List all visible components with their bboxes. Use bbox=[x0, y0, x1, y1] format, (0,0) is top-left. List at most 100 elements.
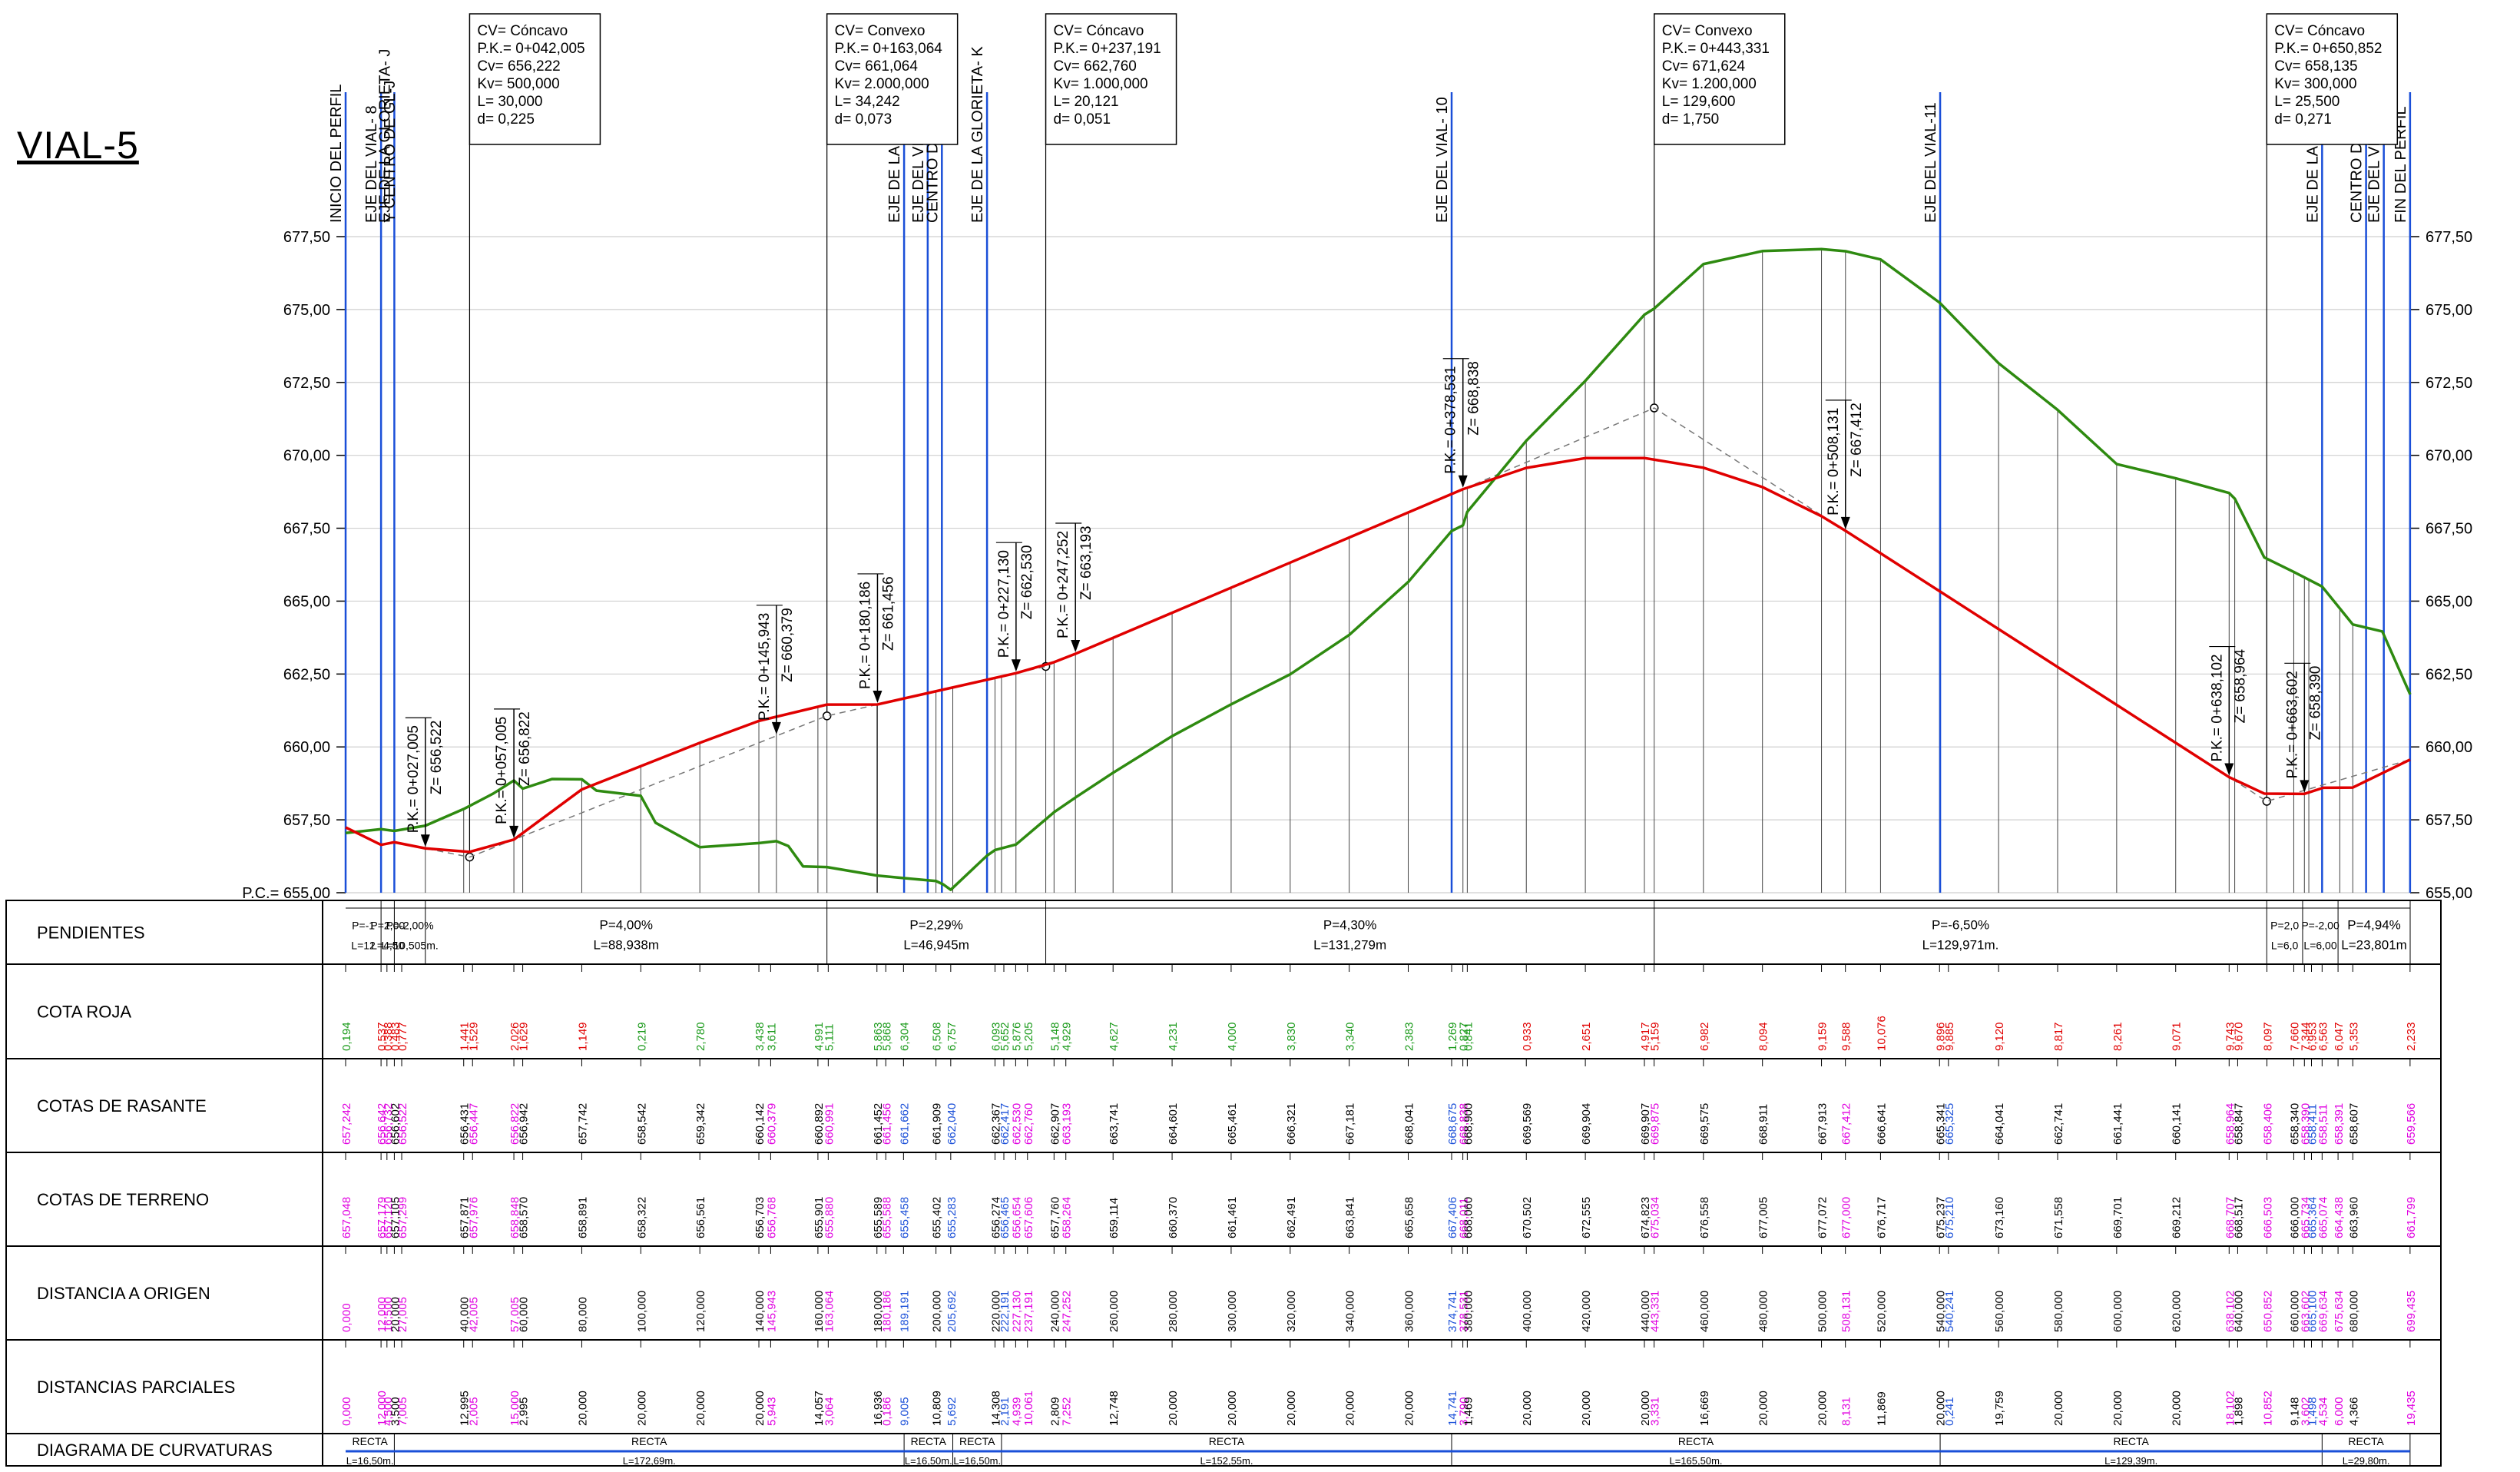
tangent-arrow-head bbox=[420, 834, 430, 847]
curvature-type: RECTA bbox=[631, 1435, 667, 1447]
y-axis-label-left: 657,50 bbox=[283, 812, 330, 829]
cota-roja-value: 5,205 bbox=[1022, 1022, 1035, 1051]
cotas-terreno-value: 656,654 bbox=[1010, 1197, 1023, 1238]
cotas-terreno-value: 677,072 bbox=[1816, 1197, 1830, 1238]
distancias-parciales-value: 4,534 bbox=[2316, 1397, 2330, 1426]
distancias-parciales-value: 14,308 bbox=[989, 1391, 1002, 1426]
cotas-rasante-value: 664,041 bbox=[1993, 1103, 2006, 1145]
cota-roja-value: 8,094 bbox=[1757, 1022, 1770, 1051]
cotas-rasante-value: 662,530 bbox=[1010, 1103, 1023, 1145]
cota-roja-value: 6,047 bbox=[2333, 1022, 2346, 1051]
cotas-terreno-value: 670,502 bbox=[1521, 1197, 1534, 1238]
cota-roja-value: 2,383 bbox=[1403, 1022, 1416, 1051]
distancias-parciales-value: 7,005 bbox=[396, 1397, 409, 1426]
distancia-origen-value: 638,102 bbox=[2224, 1291, 2237, 1332]
cotas-rasante-value: 659,566 bbox=[2405, 1103, 2418, 1145]
distancias-parciales-value: 6,000 bbox=[2333, 1397, 2346, 1426]
slope-value: P=2,00 bbox=[370, 920, 405, 932]
slope-length: L=12 bbox=[351, 940, 376, 952]
cotas-terreno-value: 666,000 bbox=[2288, 1197, 2301, 1238]
vertical-curve-text: CV= Cóncavo bbox=[477, 23, 568, 39]
cotas-rasante-value: 656,822 bbox=[508, 1103, 522, 1145]
y-axis-label-left: 672,50 bbox=[283, 375, 330, 392]
slope-value: P=-1 bbox=[352, 920, 375, 932]
cotas-terreno-value: 669,701 bbox=[2111, 1197, 2124, 1238]
distancias-parciales-value: 1,498 bbox=[2306, 1397, 2320, 1426]
cotas-rasante-value: 659,342 bbox=[694, 1103, 707, 1145]
distancias-parciales-value: 14,057 bbox=[813, 1391, 826, 1426]
cota-roja-value: 9,159 bbox=[1816, 1022, 1830, 1051]
distancia-origen-value: 380,000 bbox=[1462, 1291, 1475, 1332]
cotas-rasante-value: 656,447 bbox=[467, 1103, 480, 1145]
distancias-parciales-value: 4,939 bbox=[1010, 1397, 1023, 1426]
cotas-rasante-value: 658,390 bbox=[2299, 1103, 2312, 1145]
slope-value: P=-2,00% bbox=[386, 920, 434, 932]
distancia-origen-value: 580,000 bbox=[2052, 1291, 2065, 1332]
cota-roja-value: 5,868 bbox=[880, 1022, 893, 1051]
distancia-origen-value: 540,000 bbox=[1934, 1291, 1947, 1332]
cota-roja-value: 5,876 bbox=[1010, 1022, 1023, 1051]
cotas-rasante-value: 656,431 bbox=[459, 1103, 472, 1145]
cotas-rasante-value: 660,991 bbox=[823, 1103, 836, 1145]
cotas-terreno-value: 656,561 bbox=[694, 1197, 707, 1238]
cota-roja-value: 5,159 bbox=[1649, 1022, 1662, 1051]
distancia-origen-value: 12,000 bbox=[376, 1297, 389, 1332]
distancias-parciales-value: 12,748 bbox=[1108, 1391, 1121, 1426]
terrain-line bbox=[345, 247, 2412, 891]
distancias-parciales-value: 3,790 bbox=[1458, 1397, 1471, 1426]
vertical-curve-text: L= 129,600 bbox=[1662, 94, 1736, 110]
cota-roja-value: 3,611 bbox=[765, 1023, 778, 1051]
cotas-terreno-value: 663,960 bbox=[2347, 1197, 2360, 1238]
cotas-terreno-value: 667,406 bbox=[1446, 1197, 1459, 1238]
vertical-curve-text: Kv= 1.000,000 bbox=[1054, 76, 1148, 92]
data-table-frame bbox=[5, 900, 2442, 1467]
vertical-curve-text: L= 25,500 bbox=[2274, 94, 2340, 110]
distancia-origen-value: 0,000 bbox=[340, 1303, 353, 1332]
cotas-terreno-value: 665,658 bbox=[1403, 1197, 1416, 1238]
vertical-curve-text: CV= Convexo bbox=[835, 23, 926, 39]
y-axis-label-right: 665,00 bbox=[2426, 593, 2472, 610]
distancia-origen-value: 699,435 bbox=[2405, 1291, 2418, 1332]
vertical-curve-box bbox=[1045, 13, 1177, 145]
cotas-terreno-value: 675,237 bbox=[1934, 1197, 1947, 1238]
cotas-rasante-value: 658,411 bbox=[2306, 1104, 2320, 1145]
y-axis-label-left: 677,50 bbox=[283, 229, 330, 246]
tangent-arrow-head bbox=[1011, 659, 1021, 672]
cota-roja-value: 7,344 bbox=[2299, 1022, 2312, 1051]
vertical-curve-text: L= 30,000 bbox=[477, 94, 542, 110]
slope-length: L=88,938m bbox=[593, 938, 659, 953]
cota-roja-value: 9,071 bbox=[2171, 1022, 2184, 1051]
distancias-parciales-value: 0,241 bbox=[1943, 1397, 1956, 1426]
cota-roja-value: 2,780 bbox=[694, 1022, 707, 1051]
distancias-parciales-value: 2,005 bbox=[467, 1397, 480, 1426]
cotas-terreno-value: 657,299 bbox=[396, 1197, 409, 1238]
cota-roja-value: 5,353 bbox=[2347, 1022, 2360, 1051]
tangent-arrow-head bbox=[2300, 780, 2310, 793]
distancias-parciales-value: 0,186 bbox=[880, 1397, 893, 1426]
cota-roja-value: 0,194 bbox=[340, 1022, 353, 1051]
distancias-parciales-value: 12,000 bbox=[376, 1391, 389, 1426]
cotas-terreno-value: 672,555 bbox=[1580, 1197, 1593, 1238]
y-axis-label-left: 675,00 bbox=[283, 302, 330, 319]
distancias-parciales-value: 5,692 bbox=[945, 1397, 959, 1426]
distancia-origen-value: 500,000 bbox=[1816, 1291, 1830, 1332]
distancia-origen-value: 360,000 bbox=[1403, 1291, 1416, 1332]
cotas-terreno-value: 661,799 bbox=[2405, 1197, 2418, 1238]
cota-roja-value: 10,076 bbox=[1875, 1016, 1888, 1051]
row-label-curvaturas: DIAGRAMA DE CURVATURAS bbox=[37, 1441, 273, 1460]
y-axis-label-right: 660,00 bbox=[2426, 739, 2472, 756]
distancias-parciales-value: 20,000 bbox=[1167, 1391, 1180, 1426]
cota-roja-value: 6,093 bbox=[989, 1022, 1002, 1051]
tangent-z-label: Z= 663,193 bbox=[1078, 525, 1094, 600]
curvature-length: L=165,50m. bbox=[1670, 1455, 1723, 1467]
distancia-origen-value: 40,000 bbox=[459, 1297, 472, 1332]
cotas-terreno-value: 665,364 bbox=[2306, 1197, 2320, 1238]
distancias-parciales-value: 16,669 bbox=[1698, 1391, 1711, 1426]
vertical-curve-text: L= 20,121 bbox=[1054, 94, 1119, 110]
cotas-rasante-value: 661,441 bbox=[2111, 1103, 2124, 1145]
cota-roja-value: 9,743 bbox=[2224, 1022, 2237, 1051]
row-label-cotas-terreno: COTAS DE TERRENO bbox=[37, 1190, 209, 1209]
distancias-parciales-value: 11,869 bbox=[1875, 1391, 1888, 1426]
distancias-parciales-value: 20,000 bbox=[1521, 1391, 1534, 1426]
cotas-rasante-value: 656,642 bbox=[376, 1103, 389, 1145]
